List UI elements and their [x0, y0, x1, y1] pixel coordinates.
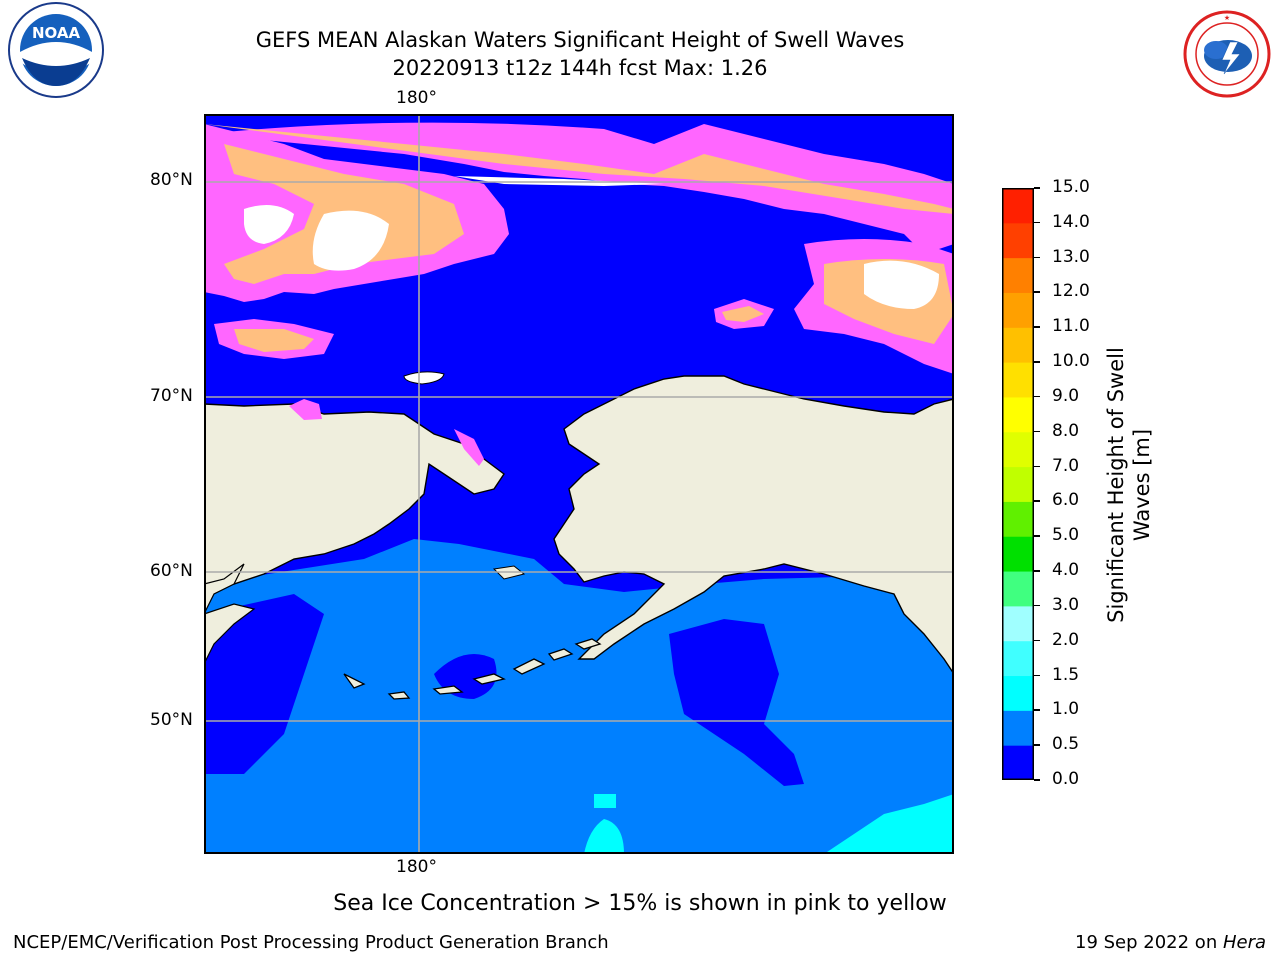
colorbar-swatch	[1002, 675, 1034, 711]
lat-label-50: 50°N	[150, 710, 193, 730]
footer-host: Hera	[1222, 932, 1266, 953]
colorbar-tick-mark	[1034, 604, 1040, 607]
colorbar-tick-label: 1.0	[1052, 699, 1080, 720]
colorbar-tick-mark	[1034, 779, 1040, 781]
colorbar-tick-label: 15.0	[1052, 177, 1090, 197]
colorbar-swatch	[1002, 466, 1034, 502]
colorbar-tick-mark	[1034, 256, 1040, 259]
colorbar-tick-label: 12.0	[1052, 281, 1090, 302]
colorbar-tick-label: 1.5	[1052, 664, 1080, 685]
colorbar-tick-mark	[1034, 326, 1040, 328]
colorbar-tick-label: 8.0	[1052, 420, 1080, 441]
lat-label-60: 60°N	[150, 561, 193, 581]
colorbar-swatch	[1002, 605, 1034, 642]
colorbar-swatch	[1002, 745, 1034, 781]
colorbar-tick-mark	[1034, 709, 1040, 711]
nws-logo: ★	[1178, 10, 1276, 98]
lon-label-top: 180°	[396, 88, 437, 108]
colorbar-tick-mark	[1034, 639, 1040, 642]
sea-ice-north	[204, 122, 954, 254]
sea-ice-note: Sea Ice Concentration > 15% is shown in …	[333, 891, 947, 916]
colorbar-tick-mark	[1034, 221, 1040, 224]
colorbar-swatch	[1002, 257, 1034, 293]
land-alaska	[553, 375, 955, 677]
swell-patch-low	[669, 619, 804, 786]
colorbar-tick-label: 9.0	[1052, 385, 1080, 406]
swell-band-1-to-1-5	[824, 794, 954, 854]
colorbar-tick-mark	[1034, 395, 1040, 398]
colorbar-tick-label: 3.0	[1052, 594, 1080, 615]
colorbar-swatch	[1002, 222, 1034, 259]
colorbar-swatch	[1002, 188, 1034, 224]
colorbar-tick-mark	[1034, 744, 1040, 746]
graticule	[204, 114, 954, 854]
colorbar-swatch	[1002, 362, 1034, 398]
colorbar-swatch	[1002, 327, 1034, 363]
colorbar-swatch	[1002, 292, 1034, 328]
colorbar-tick-mark	[1034, 291, 1040, 293]
colorbar-tick-mark	[1034, 535, 1040, 537]
swell-band-0-5-to-1	[204, 539, 954, 854]
colorbar-tick-label: 14.0	[1052, 211, 1090, 232]
colorbar-swatch	[1002, 571, 1034, 607]
map-frame	[204, 114, 954, 854]
colorbar-tick-mark	[1034, 570, 1040, 572]
colorbar-tick-label: 7.0	[1052, 455, 1080, 476]
colorbar-tick-label: 0.5	[1052, 734, 1080, 755]
colorbar-swatch	[1002, 431, 1034, 468]
colorbar-tick-label: 0.0	[1052, 769, 1080, 789]
colorbar-tick-mark	[1034, 674, 1040, 677]
noaa-logo: NOAA	[8, 2, 104, 98]
footer-left: NCEP/EMC/Verification Post Processing Pr…	[13, 932, 609, 953]
footer-right: 19 Sep 2022 on Hera	[1075, 932, 1266, 953]
colorbar-tick-mark	[1034, 430, 1040, 433]
colorbar-tick-mark	[1034, 465, 1040, 468]
lat-label-70: 70°N	[150, 386, 193, 406]
colorbar-tick-label: 13.0	[1052, 246, 1090, 267]
colorbar-tick-label: 2.0	[1052, 629, 1080, 650]
colorbar-tick-mark	[1034, 500, 1040, 502]
colorbar-title-line2: Waves [m]	[1130, 428, 1154, 542]
colorbar-tick-mark	[1034, 361, 1040, 363]
colorbar-title-line1: Significant Height of Swell	[1104, 347, 1128, 623]
colorbar	[1002, 188, 1034, 781]
colorbar-tick-label: 10.0	[1052, 351, 1090, 372]
colorbar-tick-mark	[1034, 187, 1040, 189]
colorbar-tick-label: 5.0	[1052, 525, 1080, 546]
land-chukotka	[203, 403, 505, 585]
chart-subtitle: 20220913 t12z 144h fcst Max: 1.26	[392, 56, 768, 80]
footer-date: 19 Sep 2022 on	[1075, 932, 1223, 953]
colorbar-tick-label: 4.0	[1052, 560, 1080, 581]
map-plot	[203, 114, 955, 854]
noaa-logo-text: NOAA	[32, 24, 81, 42]
swell-patch-low-west	[204, 594, 324, 774]
colorbar-tick-label: 6.0	[1052, 490, 1080, 511]
colorbar-swatch	[1002, 536, 1034, 572]
lat-label-80: 80°N	[150, 170, 193, 190]
colorbar-swatch	[1002, 710, 1034, 746]
colorbar-title: Significant Height of Swell Waves [m]	[1103, 347, 1163, 650]
colorbar-tick-label: 11.0	[1052, 316, 1090, 337]
colorbar-swatch	[1002, 640, 1034, 677]
lon-label-bottom: 180°	[396, 857, 437, 877]
land-aleutian-islands	[343, 638, 602, 700]
colorbar-swatch	[1002, 396, 1034, 433]
chart-title: GEFS MEAN Alaskan Waters Significant Hei…	[255, 28, 905, 52]
colorbar-swatch	[1002, 501, 1034, 537]
svg-text:★: ★	[1224, 14, 1230, 22]
